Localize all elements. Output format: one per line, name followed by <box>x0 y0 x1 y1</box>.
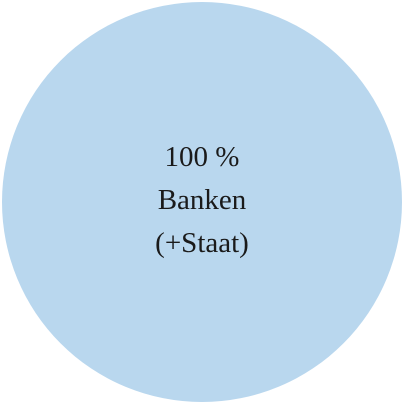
value-label: 100 % <box>164 141 240 173</box>
slice-label: 100 % Banken (+Staat) <box>127 136 277 265</box>
category-label: Banken (+Staat) <box>155 184 249 259</box>
